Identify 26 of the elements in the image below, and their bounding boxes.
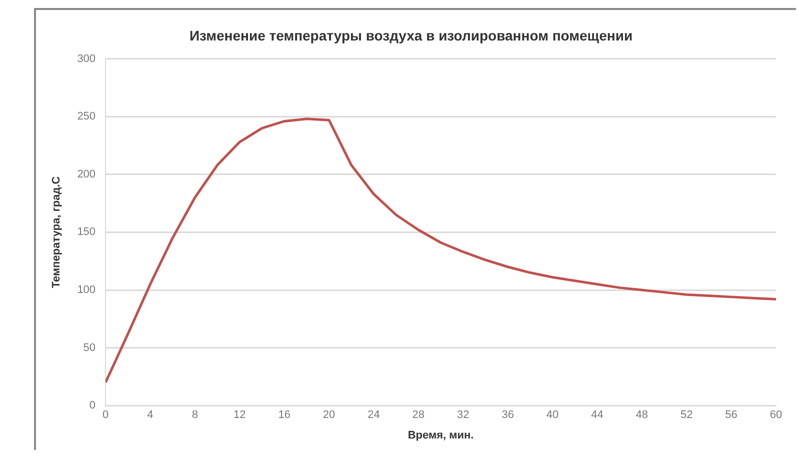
x-tick-label: 48 (636, 409, 648, 422)
x-tick-label: 28 (412, 409, 425, 422)
x-tick-label: 32 (457, 409, 470, 422)
x-tick-label: 12 (234, 409, 246, 422)
x-tick-label: 16 (278, 409, 290, 422)
x-tick-label: 20 (322, 409, 336, 422)
y-tick-label: 50 (83, 342, 96, 354)
x-tick-label: 0 (102, 409, 109, 422)
x-tick-label: 36 (502, 409, 514, 422)
y-tick-label: 250 (77, 110, 96, 123)
x-tick-label: 44 (591, 409, 604, 422)
x-tick-label: 4 (147, 409, 154, 422)
x-tick-label: 52 (680, 409, 693, 422)
y-tick-label: 300 (77, 52, 96, 65)
y-tick-label: 100 (77, 284, 96, 296)
x-tick-label: 24 (368, 409, 380, 422)
x-tick-label: 56 (725, 409, 738, 422)
y-axis-title: Температура, град.С (50, 176, 63, 288)
chart-title: Изменение температуры воздуха в изолированном помещении (189, 27, 633, 44)
x-axis-title: Время, мин. (408, 429, 474, 442)
x-tick-label: 40 (546, 409, 559, 422)
y-tick-label: 200 (77, 168, 96, 180)
x-tick-label: 60 (770, 409, 782, 422)
y-tick-label: 0 (89, 400, 96, 412)
y-tick-label: 150 (77, 226, 96, 238)
x-tick-label: 8 (192, 409, 198, 422)
